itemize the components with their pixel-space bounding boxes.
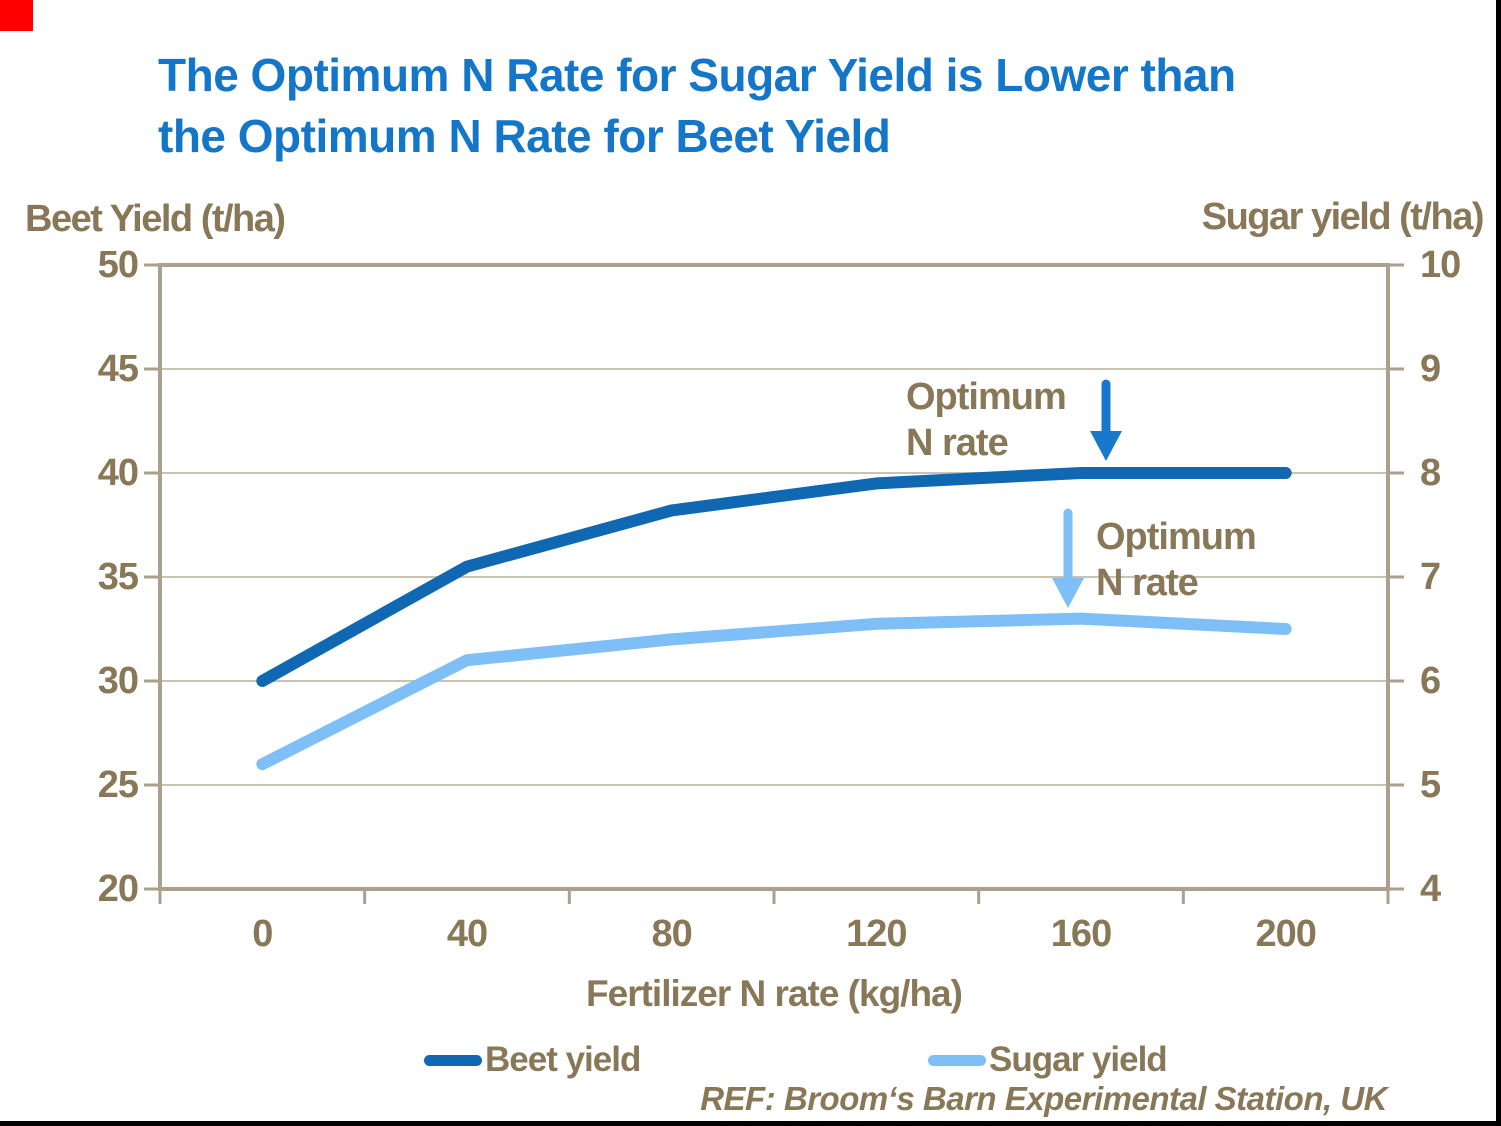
y-right-tick-label: 7 xyxy=(1420,556,1441,598)
y-left-tick-label: 45 xyxy=(97,348,139,390)
legend-item-beet-yield: Beet yield xyxy=(424,1038,641,1082)
right-axis-heading: Sugar yield (t/ha) xyxy=(1201,196,1485,238)
x-tick-label: 200 xyxy=(1255,913,1316,955)
red-corner-marker xyxy=(0,0,33,31)
y-right-tick-label: 8 xyxy=(1420,452,1441,494)
reference-note: REF: Broom‘s Barn Experimental Station, … xyxy=(700,1080,1387,1117)
chart-title-line1: The Optimum N Rate for Sugar Yield is Lo… xyxy=(158,49,1236,101)
beet-yield-legend-label: Beet yield xyxy=(485,1040,641,1079)
beet-optimum-annotation-line2: N rate xyxy=(906,422,1009,464)
left-axis-heading: Beet Yield (t/ha) xyxy=(25,198,286,240)
beet-yield-line xyxy=(256,467,1292,687)
legend-item-sugar-yield: Sugar yield xyxy=(928,1038,1168,1082)
x-tick-label: 80 xyxy=(651,913,693,955)
y-right-tick-label: 10 xyxy=(1420,244,1461,286)
y-left-tick-label: 20 xyxy=(97,868,139,910)
x-tick-label: 120 xyxy=(846,913,907,955)
chart-title-line2: the Optimum N Rate for Beet Yield xyxy=(158,110,891,162)
y-left-tick-label: 30 xyxy=(97,660,139,702)
x-tick-label: 160 xyxy=(1050,913,1112,955)
slide-border-right xyxy=(1496,0,1501,1126)
y-left-tick-label: 25 xyxy=(97,764,139,806)
x-tick-label: 40 xyxy=(446,913,488,955)
beet-optimum-annotation: Optimum N rate xyxy=(906,374,1067,466)
sugar-optimum-arrow-head xyxy=(1052,578,1084,608)
sugar-optimum-annotation-line1: Optimum xyxy=(1096,516,1257,558)
y-left-tick-label: 40 xyxy=(97,452,139,494)
y-right-tick-label: 6 xyxy=(1420,660,1441,702)
beet-yield-legend-swatch xyxy=(424,1054,482,1066)
chart-title: The Optimum N Rate for Sugar Yield is Lo… xyxy=(158,45,1236,167)
y-right-tick-label: 5 xyxy=(1420,764,1441,806)
sugar-optimum-annotation: Optimum N rate xyxy=(1096,514,1257,606)
x-axis-title: Fertilizer N rate (kg/ha) xyxy=(586,973,963,1014)
sugar-yield-legend-swatch xyxy=(928,1054,986,1066)
y-left-tick-label: 50 xyxy=(97,244,139,286)
sugar-yield-legend-label: Sugar yield xyxy=(989,1040,1168,1079)
sugar-yield-line xyxy=(256,612,1292,771)
sugar-optimum-annotation-line2: N rate xyxy=(1096,562,1199,604)
x-tick-label: 0 xyxy=(252,913,273,955)
beet-optimum-arrow-head xyxy=(1090,431,1122,461)
y-right-tick-label: 9 xyxy=(1420,348,1441,390)
beet-optimum-annotation-line1: Optimum xyxy=(906,376,1067,418)
y-right-tick-label: 4 xyxy=(1420,868,1441,910)
slide-border-bottom xyxy=(0,1121,1501,1126)
y-left-tick-label: 35 xyxy=(97,556,139,598)
